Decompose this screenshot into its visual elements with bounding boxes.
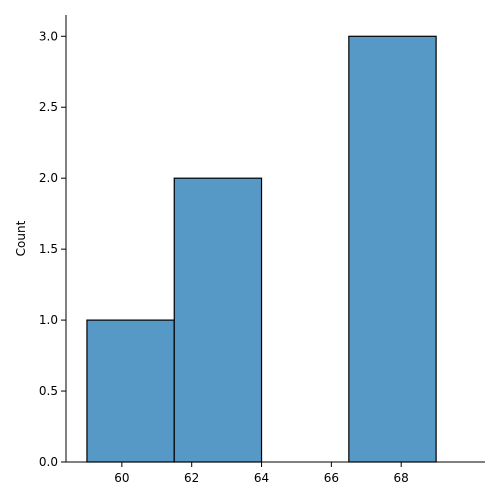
histogram-bar-0: [86, 319, 175, 463]
x-tick-label-3: 66: [324, 471, 339, 485]
y-tick-label-2: 1.0: [39, 313, 58, 327]
y-tick-label-4: 2.0: [39, 171, 58, 185]
y-tick-label-6: 3.0: [39, 29, 58, 43]
y-tick-label-0: 0.0: [39, 455, 58, 469]
y-ticks: 0.0 0.5 1.0 1.5 2.0 2.5 3.0: [39, 29, 66, 469]
y-tick-label-1: 0.5: [39, 384, 58, 398]
bars-layer: [86, 35, 437, 463]
y-axis-label: Count: [14, 220, 28, 256]
histogram-bar-1: [173, 177, 263, 463]
x-tick-label-4: 68: [394, 471, 409, 485]
histogram-bar-3: [348, 35, 437, 463]
y-tick-label-3: 1.5: [39, 242, 58, 256]
y-tick-label-5: 2.5: [39, 100, 58, 114]
x-ticks: 60 62 64 66 68: [114, 462, 409, 485]
axes-layer: [65, 15, 485, 463]
x-tick-label-2: 64: [254, 471, 269, 485]
x-tick-label-1: 62: [184, 471, 199, 485]
x-tick-label-0: 60: [114, 471, 129, 485]
